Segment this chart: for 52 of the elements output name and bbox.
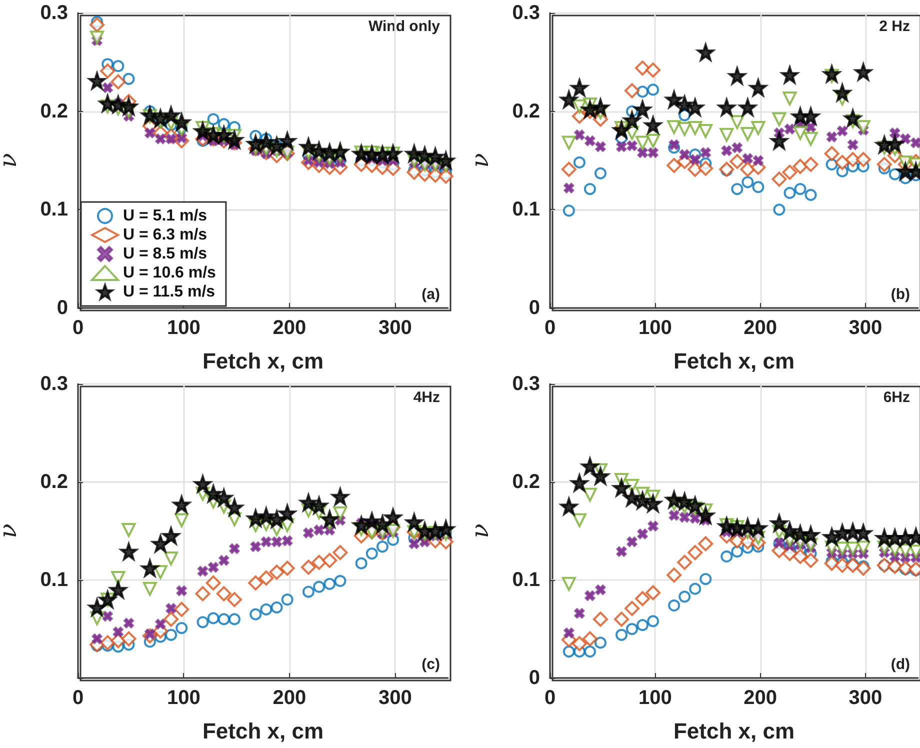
x-tick-label: 200 — [272, 317, 306, 339]
legend-label: U = 11.5 m/s — [123, 284, 216, 300]
x-tick-label: 300 — [378, 687, 412, 709]
y-axis-title: ν — [466, 153, 494, 168]
x-tick-label: 300 — [848, 317, 882, 339]
y-tick-label: 0.1 — [512, 198, 540, 221]
x-axis-title: Fetch x, cm — [673, 718, 795, 744]
x-axis-title: Fetch x, cm — [202, 348, 324, 374]
annotation: (a) — [422, 286, 440, 303]
x-tick-label: 100 — [638, 687, 672, 709]
x-tick-label: 100 — [638, 317, 672, 339]
y-tick-label: 0.3 — [512, 373, 540, 395]
y-tick-label: 0.2 — [40, 471, 68, 493]
y-tick-label: 0 — [528, 667, 540, 689]
x-tick-label: 0 — [544, 687, 556, 709]
y-tick-label: 0.1 — [512, 569, 540, 591]
legend-label: U = 5.1 m/s — [123, 208, 208, 224]
y-axis-title: ν — [466, 524, 494, 538]
x-tick-label: 0 — [72, 317, 84, 339]
y-tick-label: 0.3 — [512, 2, 540, 24]
legend-label: U = 8.5 m/s — [123, 246, 208, 262]
y-tick-label: 0.1 — [40, 198, 68, 221]
x-tick-label: 200 — [744, 317, 777, 339]
y-tick-label: 0.1 — [40, 569, 68, 591]
annotation: (b) — [890, 286, 910, 303]
x-tick-label: 200 — [744, 687, 777, 709]
annotation: 2 Hz — [879, 18, 910, 35]
annotation: 6Hz — [883, 389, 910, 406]
y-axis-title: ν — [0, 153, 22, 168]
y-tick-label: 0 — [528, 297, 540, 319]
y-tick-label: 0.3 — [40, 373, 68, 395]
x-tick-label: 100 — [167, 317, 200, 339]
y-tick-label: 0.2 — [512, 100, 540, 122]
legend-label: U = 10.6 m/s — [123, 264, 216, 282]
x-axis-title: Fetch x, cm — [202, 718, 324, 744]
x-tick-label: 0 — [72, 687, 84, 709]
annotation: (d) — [890, 656, 910, 673]
y-tick-label: 0.2 — [40, 100, 68, 122]
x-tick-label: 100 — [167, 687, 200, 709]
legend-label: U = 6.3 m/s — [123, 226, 208, 244]
x-axis-title: Fetch x, cm — [673, 348, 795, 374]
y-tick-label: 0 — [56, 297, 68, 319]
y-axis-title: ν — [0, 524, 22, 538]
annotation: 4Hz — [413, 389, 440, 406]
annotation: (c) — [422, 656, 440, 673]
x-tick-label: 200 — [272, 687, 306, 709]
y-tick-label: 0.3 — [40, 2, 68, 24]
y-tick-label: 0.2 — [512, 471, 540, 493]
x-tick-label: 300 — [848, 687, 882, 709]
x-tick-label: 300 — [378, 317, 412, 339]
x-tick-label: 0 — [544, 317, 556, 339]
annotation: Wind only — [368, 18, 441, 35]
